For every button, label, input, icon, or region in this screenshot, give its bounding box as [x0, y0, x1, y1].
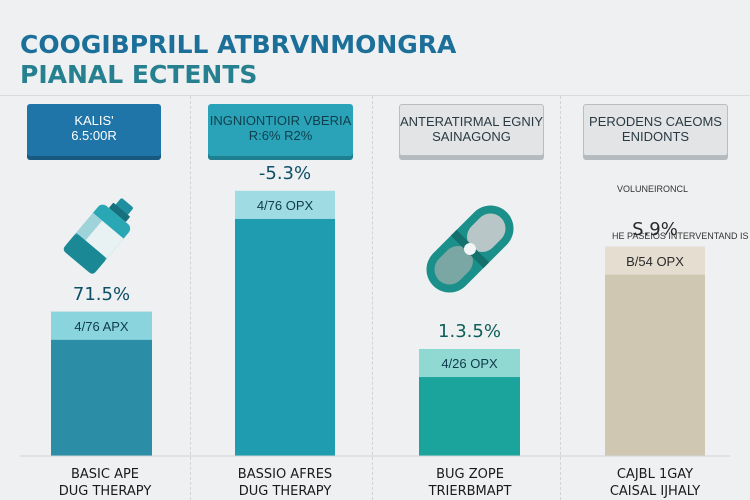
category-label-1-line-2: DUG THERAPY	[58, 484, 152, 499]
bar-2-value-label: -5.3%	[259, 163, 311, 184]
column-divider-2	[372, 96, 374, 500]
bar-2-band	[235, 190, 335, 219]
header-divider	[0, 95, 750, 96]
bar-4-band	[605, 246, 705, 275]
column-header-1-line-1: KALIS'	[74, 113, 114, 128]
column-divider-3	[560, 96, 562, 500]
category-label-2: BASSIO AFRES DUG THERAPY	[210, 466, 360, 500]
chart-title: COOGIBPRILL ATBRVNMONGRA PIANAL ECTENTS	[20, 30, 456, 90]
column-header-2: INGNIONTIOIR VBERIA R:6% R2%	[208, 104, 353, 156]
column-header-3-line-1: ANTERATIRMAL EGNIY	[400, 114, 544, 129]
bar-1-band-label: 4/76 APX	[74, 319, 129, 334]
category-label-3-line-1: BUG ZOPE	[436, 467, 504, 482]
category-label-1: BASIC APE DUG THERAPY	[30, 466, 180, 500]
title-line-1: COOGIBPRILL ATBRVNMONGRA	[20, 30, 457, 59]
column-header-1: KALIS' 6.5:00R	[27, 104, 161, 156]
bar-3-value-label: 1.3.5%	[438, 321, 501, 342]
bar-3-band	[419, 349, 520, 378]
column-4-note-top: VOLUNEIRONCL	[617, 184, 689, 194]
column-header-4-line-2: ENIDONTS	[621, 129, 690, 144]
column-header-1-line-2: 6.5:00R	[71, 128, 117, 143]
capsule-icon	[426, 205, 514, 293]
bar-1-value-label: 71.5%	[73, 284, 130, 305]
bar-3-band-label: 4/26 OPX	[441, 356, 498, 371]
category-label-1-line-1: BASIC APE	[70, 467, 140, 482]
medicine-bottle-icon	[63, 198, 133, 274]
category-label-2-line-1: BASSIO AFRES	[237, 467, 333, 482]
bar-4	[605, 246, 705, 456]
bar-2-band-label: 4/76 OPX	[257, 198, 314, 213]
column-4-note-mid: HE PASEIOS INTERVENTAND IS	[612, 231, 749, 241]
category-label-4-line-2: CAISAL IJHALY	[609, 484, 701, 499]
column-header-3-line-2: SAINAGONG	[432, 129, 511, 144]
title-line-2: PIANAL ECTENTS	[20, 60, 258, 89]
bar-4-value-label: S.9%	[632, 219, 678, 240]
category-label-4-line-1: CAJBL 1GAY	[616, 467, 694, 482]
category-label-4: CAJBL 1GAY CAISAL IJHALY	[580, 466, 730, 500]
category-label-2-line-2: DUG THERAPY	[238, 484, 332, 499]
column-header-2-line-1: INGNIONTIOIR VBERIA	[209, 113, 352, 128]
column-header-3: ANTERATIRMAL EGNIY SAINAGONG	[399, 104, 544, 156]
column-divider-1	[190, 96, 192, 500]
column-header-4-line-1: PERODENS CAEOMS	[589, 114, 722, 129]
category-label-3-line-2: TRIERBMAPT	[428, 484, 512, 499]
column-header-2-line-2: R:6% R2%	[248, 128, 313, 143]
bar-1-band	[51, 311, 152, 340]
column-header-4: PERODENS CAEOMS ENIDONTS	[583, 104, 728, 156]
category-label-3: BUG ZOPE TRIERBMAPT	[395, 466, 545, 500]
bar-2	[235, 190, 335, 456]
bar-4-band-label: B/54 OPX	[626, 254, 684, 269]
